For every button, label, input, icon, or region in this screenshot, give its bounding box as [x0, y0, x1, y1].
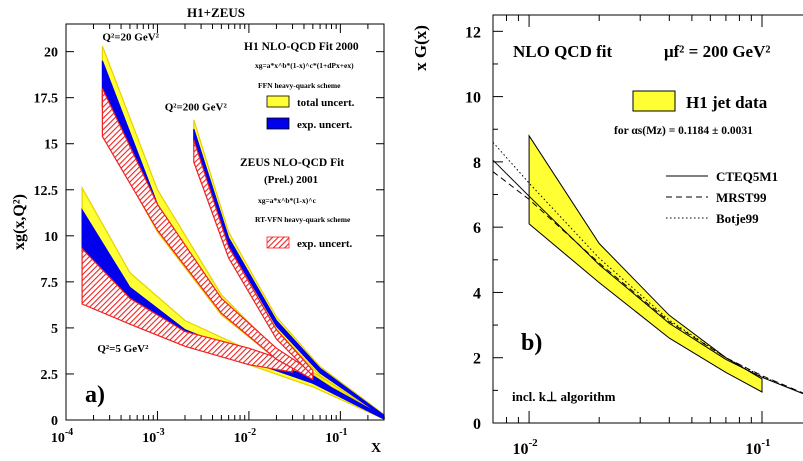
ytick-label-b: 6 — [473, 220, 481, 237]
legend-total-label: total uncert. — [297, 97, 355, 109]
legend-zeus-exp-label: exp. uncert. — [297, 238, 353, 250]
legend-zeus-subtitle: (Prel.) 2001 — [264, 174, 318, 186]
legend-h1-title: H1 NLO-QCD Fit 2000 — [244, 41, 359, 53]
y-axis-label-b: x G(x) — [411, 25, 430, 71]
algorithm-label: incl. k⊥ algorithm — [512, 389, 616, 404]
panel-b: 0 2 4 6 8 10 12 10-2 10-1 x G(x) NLO QCD fit μf² = … — [411, 14, 803, 458]
axes-frame-b — [492, 14, 803, 424]
ytick-label-a: 15 — [44, 138, 58, 153]
band-zeus-200 — [193, 139, 314, 378]
ytick-label-b: 0 — [473, 416, 481, 433]
legend-h1-scheme: FFN heavy-quark scheme — [258, 81, 341, 90]
ytick-label-b: 12 — [465, 24, 481, 41]
xtick-label-a: 10-3 — [142, 427, 164, 446]
band-zeus-5 — [81, 247, 294, 373]
panel-label-b: b) — [521, 330, 542, 356]
ytick-label-b: 8 — [473, 155, 481, 172]
panel-a: 0 2.5 5 7.5 10 12.5 15 17.5 20 10-4 10-3 10-2 10-1 Xx… — [11, 5, 385, 456]
xtick-label-a: 10-2 — [234, 427, 256, 446]
curve-label: Q²=20 GeV² — [102, 32, 159, 44]
ytick-label-a: 2.5 — [41, 368, 59, 383]
legend-label-cteq5m1: CTEQ5M1 — [716, 169, 778, 184]
legend-label-botje99: Botje99 — [716, 211, 759, 226]
curve-cteq5m1 — [492, 159, 803, 395]
ytick-label-b: 10 — [465, 90, 481, 107]
legend-swatch-zeus — [266, 236, 290, 249]
legend-exp-label: exp. uncert. — [297, 119, 353, 131]
ytick-label-a: 12.5 — [34, 184, 59, 199]
ytick-label-a: 5 — [51, 322, 58, 337]
ytick-label-b: 4 — [473, 285, 481, 302]
legend-label-mrst99: MRST99 — [716, 190, 767, 205]
panel-label-a: a) — [85, 382, 105, 408]
xtick-label-a: 10-1 — [325, 427, 347, 446]
ytick-label-a: 20 — [44, 46, 58, 61]
legend-zeus-title: ZEUS NLO-QCD Fit — [240, 157, 344, 169]
legend-zeus-param: xg=a*x^b*(1-x)^c — [258, 196, 317, 205]
curve-label: Q²=200 GeV² — [165, 102, 228, 114]
legend-swatch-exp — [266, 117, 290, 130]
x-axis-label-a: X — [371, 441, 381, 456]
legend-h1-jet-label: H1 jet data — [686, 93, 768, 112]
chart-title-b: NLO QCD fit — [513, 42, 613, 61]
curve-label: Q²=5 GeV² — [97, 343, 149, 355]
legend-h1-param: xg=a*x^b*(1-x)^c*(1+dPx+ex) — [255, 61, 354, 70]
scale-label-b: μf² = 200 GeV² — [664, 42, 770, 61]
ytick-label-a: 17.5 — [34, 92, 59, 107]
y-axis-label-a: xg(x,Q²) — [11, 194, 28, 250]
alpha-label: for αs(Mz) = 0.1184 ± 0.0031 — [614, 125, 753, 137]
xtick-label-a: 10-4 — [51, 427, 73, 446]
legend-zeus-scheme: RT-VFN heavy-quark scheme — [255, 215, 351, 224]
curve-mrst99 — [492, 171, 803, 394]
xtick-label-b: 10-1 — [745, 437, 770, 458]
ytick-label-b: 2 — [473, 351, 481, 368]
band-h1-jet-data — [528, 134, 763, 393]
ytick-label-a: 0 — [51, 414, 58, 429]
axes-frame-a — [65, 23, 385, 421]
band-zeus-20 — [101, 88, 314, 381]
ytick-label-a: 7.5 — [41, 276, 59, 291]
legend-swatch-total — [266, 95, 290, 108]
ytick-label-a: 10 — [44, 230, 58, 245]
legend-swatch-h1-jet — [632, 90, 676, 112]
xtick-label-b: 10-2 — [512, 437, 538, 458]
chart-title-a: H1+ZEUS — [187, 5, 245, 20]
